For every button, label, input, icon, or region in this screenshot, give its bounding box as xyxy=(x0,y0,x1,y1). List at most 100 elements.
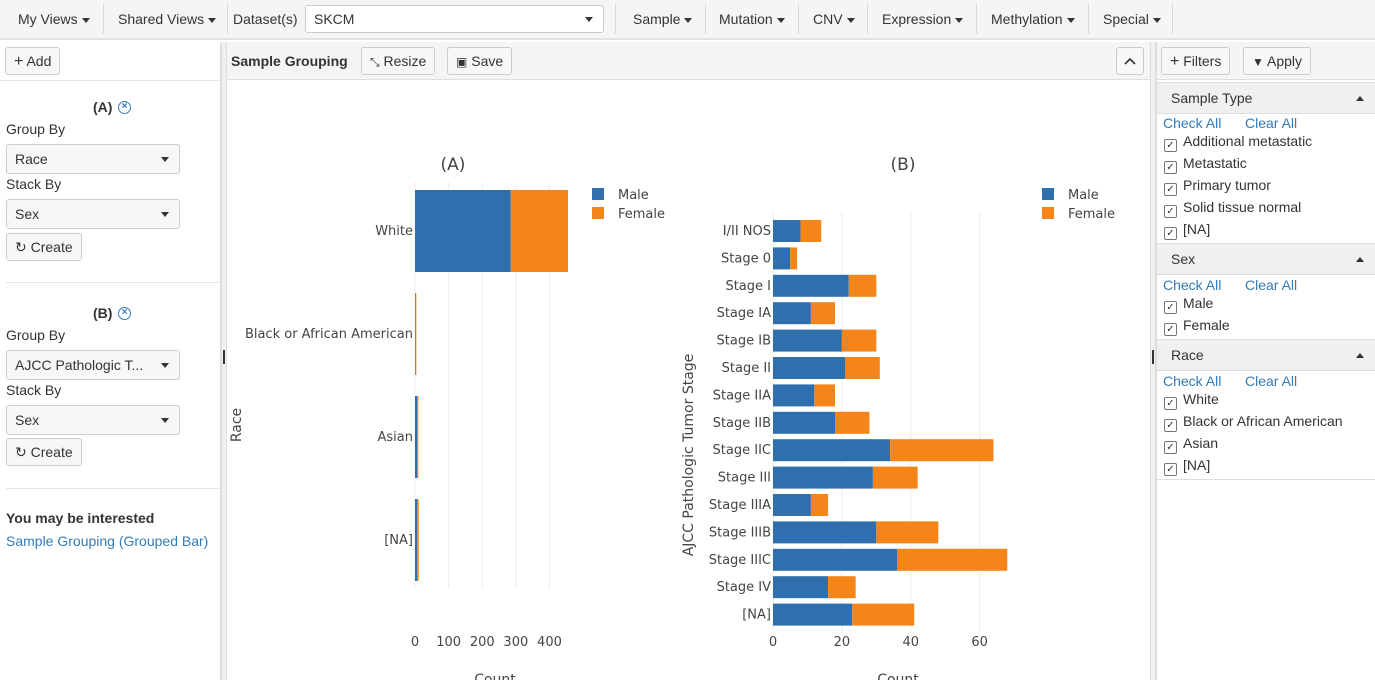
checkbox-female[interactable]: ✓ Female xyxy=(1164,317,1230,337)
resize-button[interactable]: ⤡ Resize xyxy=(361,47,436,75)
checkbox-race-na[interactable]: ✓ [NA] xyxy=(1164,457,1210,477)
menu-sample[interactable]: Sample xyxy=(633,0,693,38)
sample-type-clear-all[interactable]: Clear All xyxy=(1245,115,1298,131)
bar-male xyxy=(773,494,811,516)
menu-label: Expression xyxy=(882,11,952,27)
checkbox-label: [NA] xyxy=(1183,457,1211,473)
sample-type-check-all[interactable]: Check All xyxy=(1163,115,1222,131)
menu-expression[interactable]: Expression xyxy=(882,0,964,38)
bar-male xyxy=(773,274,849,297)
x-tick-label: 0 xyxy=(769,635,777,650)
left-splitter[interactable] xyxy=(221,42,227,680)
divider xyxy=(0,80,220,81)
menu-mutation[interactable]: Mutation xyxy=(719,0,785,38)
bar-female xyxy=(835,411,870,434)
sample-type-section-header[interactable]: Sample Type xyxy=(1157,82,1375,114)
interest-link[interactable]: Sample Grouping (Grouped Bar) xyxy=(6,533,209,549)
bar-female xyxy=(810,494,829,516)
check-icon: ✓ xyxy=(1164,227,1177,240)
group-b-stackby-select[interactable]: Sex xyxy=(6,405,180,435)
chevron-down-icon xyxy=(955,17,964,23)
check-icon: ✓ xyxy=(1164,419,1177,432)
apply-button[interactable]: ▼ Apply xyxy=(1243,47,1312,75)
remove-group-a-icon[interactable]: × xyxy=(118,101,131,114)
shared-views-label: Shared Views xyxy=(118,11,205,27)
x-tick-label: 300 xyxy=(503,635,528,650)
create-label: Create xyxy=(30,239,73,255)
chevron-down-icon xyxy=(161,157,169,162)
sex-check-all[interactable]: Check All xyxy=(1163,277,1222,293)
bar-female xyxy=(848,274,877,297)
sex-clear-all[interactable]: Clear All xyxy=(1245,277,1298,293)
menu-cnv[interactable]: CNV xyxy=(813,0,855,38)
x-tick-label: 100 xyxy=(436,635,461,650)
y-tick-label: Stage II xyxy=(722,361,771,376)
group-a-stackby-select[interactable]: Sex xyxy=(6,199,180,229)
add-button[interactable]: + Add xyxy=(5,47,61,75)
divider xyxy=(227,4,228,34)
bar-male xyxy=(415,396,418,478)
splitter-grip xyxy=(223,350,225,364)
legend-label: Female xyxy=(1068,207,1115,222)
chevron-up-icon xyxy=(1356,257,1364,262)
y-tick-label: [NA] xyxy=(384,533,413,548)
bar-female xyxy=(810,302,835,325)
y-tick-label: Stage IB xyxy=(717,334,771,349)
race-check-all[interactable]: Check All xyxy=(1163,373,1222,389)
group-a-create-button[interactable]: ↻ Create xyxy=(6,233,82,261)
bar-male xyxy=(773,220,801,242)
my-views-menu[interactable]: My Views xyxy=(18,0,90,38)
check-icon: ✓ xyxy=(1164,323,1177,336)
create-label: Create xyxy=(30,444,73,460)
dataset-select[interactable]: SKCM xyxy=(305,5,604,33)
save-button[interactable]: ▣ Save xyxy=(447,47,513,75)
shared-views-menu[interactable]: Shared Views xyxy=(118,0,217,38)
checkbox-additional-metastatic[interactable]: ✓ Additional metastatic xyxy=(1164,133,1312,153)
checkbox-sample-na[interactable]: ✓ [NA] xyxy=(1164,221,1210,241)
y-tick-label: Stage IIIB xyxy=(709,525,771,540)
right-splitter[interactable] xyxy=(1150,42,1156,680)
group-b-create-button[interactable]: ↻ Create xyxy=(6,438,82,466)
checkbox-asian[interactable]: ✓ Asian xyxy=(1164,435,1218,455)
chevron-down-icon xyxy=(585,17,593,22)
group-b-groupby-select[interactable]: AJCC Pathologic T... xyxy=(6,350,180,380)
divider xyxy=(1172,4,1173,34)
x-axis-label: Count xyxy=(474,672,516,680)
y-tick-label: [NA] xyxy=(742,608,771,623)
bar-male xyxy=(773,384,815,407)
checkbox-label: White xyxy=(1183,391,1219,407)
bar-female xyxy=(510,190,568,272)
legend-label: Male xyxy=(1068,188,1099,203)
bar-male xyxy=(773,439,891,462)
filters-button[interactable]: + Filters xyxy=(1161,47,1231,75)
checkbox-black-african-american[interactable]: ✓ Black or African American xyxy=(1164,413,1343,433)
checkbox-primary-tumor[interactable]: ✓ Primary tumor xyxy=(1164,177,1271,197)
select-value: Race xyxy=(15,151,48,167)
collapse-button[interactable] xyxy=(1116,47,1144,75)
checkbox-male[interactable]: ✓ Male xyxy=(1164,295,1213,315)
checkbox-white[interactable]: ✓ White xyxy=(1164,391,1219,411)
checkbox-solid-tissue-normal[interactable]: ✓ Solid tissue normal xyxy=(1164,199,1301,219)
menu-methylation[interactable]: Methylation xyxy=(991,0,1075,38)
sex-section-header[interactable]: Sex xyxy=(1157,243,1375,275)
divider xyxy=(1157,479,1375,480)
y-tick-label: Black or African American xyxy=(245,327,413,342)
divider xyxy=(798,4,799,34)
y-tick-label: White xyxy=(375,224,413,239)
checkbox-label: Metastatic xyxy=(1183,155,1247,171)
remove-group-b-icon[interactable]: × xyxy=(118,307,131,320)
group-a-groupby-select[interactable]: Race xyxy=(6,144,180,174)
bar-male xyxy=(773,548,897,571)
y-tick-label: Stage IIIC xyxy=(709,553,771,568)
menu-special[interactable]: Special xyxy=(1103,0,1161,38)
checkbox-metastatic[interactable]: ✓ Metastatic xyxy=(1164,155,1247,175)
x-tick-label: 40 xyxy=(903,635,920,650)
bar-male xyxy=(773,466,873,489)
left-panel: + Add (A) × Group By Race Stack By Sex ↻… xyxy=(0,42,221,680)
y-tick-label: Stage 0 xyxy=(721,251,771,266)
bar-female xyxy=(828,576,856,599)
race-clear-all[interactable]: Clear All xyxy=(1245,373,1298,389)
divider xyxy=(103,4,104,34)
race-section-header[interactable]: Race xyxy=(1157,339,1375,371)
